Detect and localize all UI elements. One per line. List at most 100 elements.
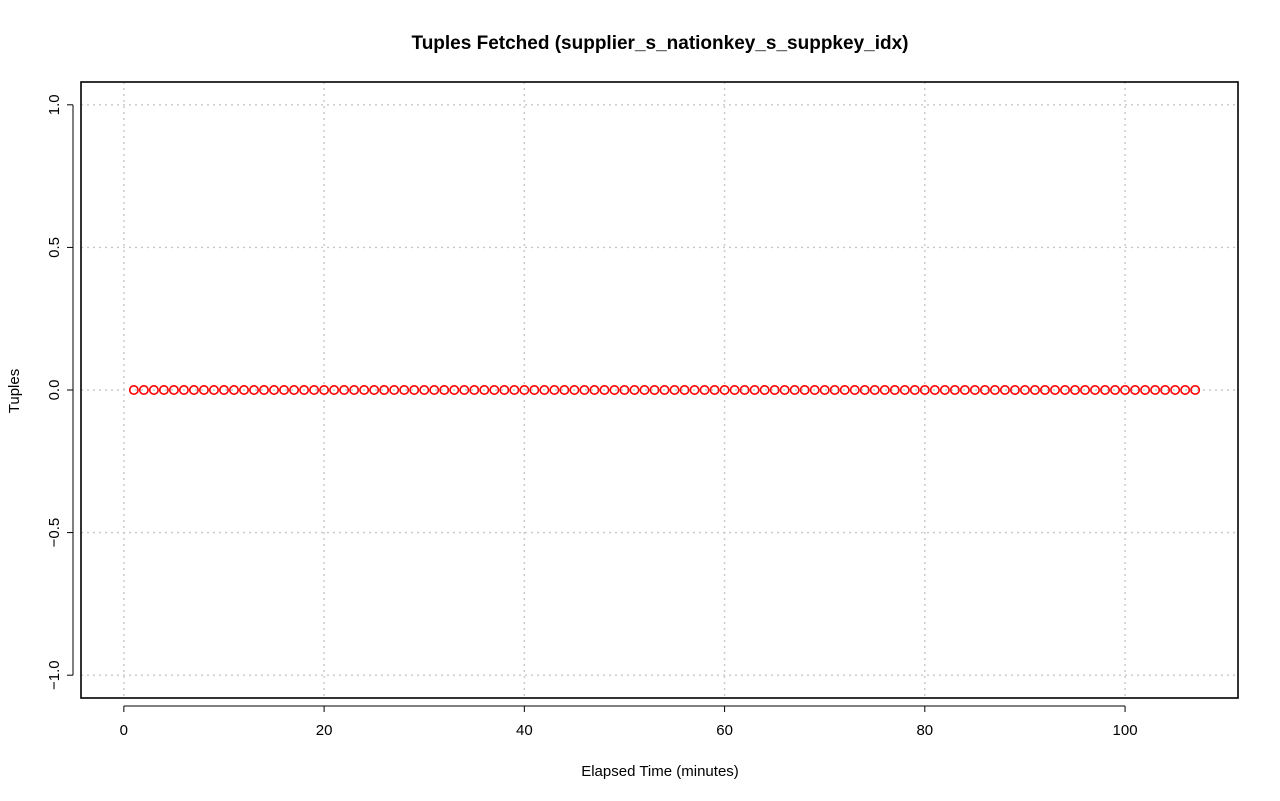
data-point bbox=[379, 384, 390, 395]
data-point bbox=[198, 384, 209, 395]
data-point bbox=[168, 384, 179, 395]
data-point bbox=[979, 384, 990, 395]
data-point bbox=[909, 384, 920, 395]
data-point bbox=[1150, 384, 1161, 395]
data-point bbox=[749, 384, 760, 395]
y-tick-label: 0.5 bbox=[46, 237, 63, 258]
data-point bbox=[238, 384, 249, 395]
data-point bbox=[289, 384, 300, 395]
data-point bbox=[1160, 384, 1171, 395]
data-point bbox=[1140, 384, 1151, 395]
data-point bbox=[789, 384, 800, 395]
data-point bbox=[619, 384, 630, 395]
data-point bbox=[939, 384, 950, 395]
data-point bbox=[489, 384, 500, 395]
data-point bbox=[158, 384, 169, 395]
data-point bbox=[559, 384, 570, 395]
data-point bbox=[659, 384, 670, 395]
data-point bbox=[138, 384, 149, 395]
y-tick-label: −0.5 bbox=[46, 518, 63, 548]
data-point bbox=[1180, 384, 1191, 395]
data-point bbox=[319, 384, 330, 395]
plot-area-frame bbox=[80, 81, 1239, 699]
data-point bbox=[589, 384, 600, 395]
data-point bbox=[218, 384, 229, 395]
x-tick-label: 20 bbox=[316, 722, 333, 739]
data-point bbox=[879, 384, 890, 395]
data-point bbox=[228, 384, 239, 395]
data-point bbox=[459, 384, 470, 395]
data-point bbox=[1130, 384, 1141, 395]
data-point bbox=[409, 384, 420, 395]
data-point bbox=[429, 384, 440, 395]
data-point bbox=[819, 384, 830, 395]
x-tick-label: 40 bbox=[516, 722, 533, 739]
y-tick-label: 1.0 bbox=[46, 94, 63, 115]
data-point bbox=[279, 384, 290, 395]
data-point bbox=[1090, 384, 1101, 395]
data-point bbox=[839, 384, 850, 395]
data-point bbox=[1080, 384, 1091, 395]
data-point bbox=[419, 384, 430, 395]
data-point bbox=[899, 384, 910, 395]
data-point bbox=[349, 384, 360, 395]
data-point bbox=[759, 384, 770, 395]
data-point bbox=[1110, 384, 1121, 395]
data-point bbox=[719, 384, 730, 395]
data-point bbox=[1039, 384, 1050, 395]
x-tick-label: 80 bbox=[916, 722, 933, 739]
data-point bbox=[1059, 384, 1070, 395]
data-point bbox=[148, 384, 159, 395]
data-point bbox=[699, 384, 710, 395]
y-axis-label: Tuples bbox=[6, 369, 23, 413]
data-point bbox=[609, 384, 620, 395]
data-point bbox=[359, 384, 370, 395]
data-point bbox=[1070, 384, 1081, 395]
data-point bbox=[509, 384, 520, 395]
data-point bbox=[679, 384, 690, 395]
data-point bbox=[1100, 384, 1111, 395]
data-points bbox=[128, 384, 1201, 395]
data-point bbox=[949, 384, 960, 395]
data-point bbox=[339, 384, 350, 395]
data-point bbox=[969, 384, 980, 395]
data-point bbox=[889, 384, 900, 395]
data-point bbox=[849, 384, 860, 395]
x-tick-label: 60 bbox=[716, 722, 733, 739]
data-point bbox=[809, 384, 820, 395]
data-point bbox=[439, 384, 450, 395]
data-point bbox=[1029, 384, 1040, 395]
data-point bbox=[959, 384, 970, 395]
y-tick-label: 0.0 bbox=[46, 380, 63, 401]
data-point bbox=[329, 384, 340, 395]
data-point bbox=[549, 384, 560, 395]
data-point bbox=[739, 384, 750, 395]
data-point bbox=[669, 384, 680, 395]
data-point bbox=[829, 384, 840, 395]
data-point bbox=[259, 384, 270, 395]
data-point bbox=[709, 384, 720, 395]
data-point bbox=[299, 384, 310, 395]
data-point bbox=[769, 384, 780, 395]
data-point bbox=[479, 384, 490, 395]
data-point bbox=[649, 384, 660, 395]
data-point bbox=[859, 384, 870, 395]
data-point bbox=[929, 384, 940, 395]
data-point bbox=[449, 384, 460, 395]
data-point bbox=[579, 384, 590, 395]
data-point bbox=[989, 384, 1000, 395]
data-point bbox=[249, 384, 260, 395]
grid bbox=[81, 82, 1238, 698]
data-point bbox=[469, 384, 480, 395]
y-tick-label: −1.0 bbox=[46, 660, 63, 690]
data-point bbox=[128, 384, 139, 395]
data-point bbox=[269, 384, 280, 395]
data-point bbox=[729, 384, 740, 395]
data-point bbox=[188, 384, 199, 395]
data-point bbox=[1049, 384, 1060, 395]
data-point bbox=[529, 384, 540, 395]
data-point bbox=[519, 384, 530, 395]
x-tick-label: 100 bbox=[1113, 722, 1138, 739]
data-point bbox=[599, 384, 610, 395]
